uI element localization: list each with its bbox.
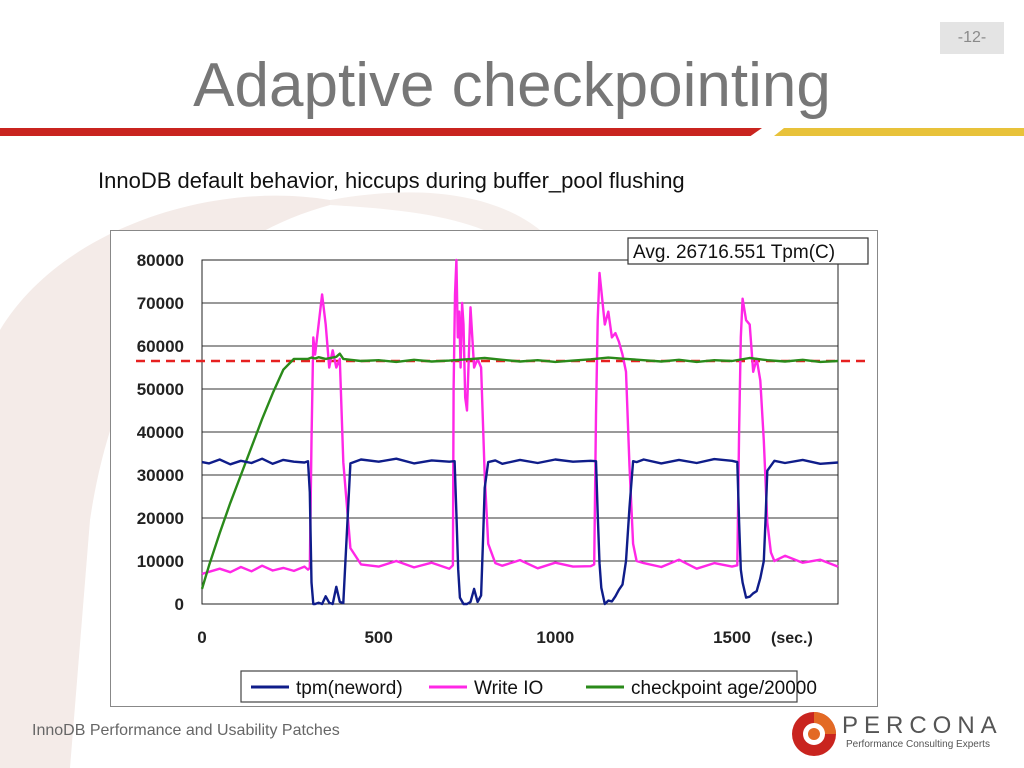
- y-tick-label: 70000: [137, 294, 184, 313]
- annotation-text: Avg. 26716.551 Tpm(C): [633, 242, 835, 263]
- y-tick-label: 10000: [137, 552, 184, 571]
- x-tick-label: 0: [197, 628, 206, 647]
- page-number: -12-: [940, 22, 1004, 54]
- series-line-tpm-neword: [201, 457, 839, 606]
- brand-tagline: Performance Consulting Experts: [846, 739, 990, 750]
- brand-name: PERCONA: [842, 712, 1003, 739]
- x-tick-label: 500: [364, 628, 392, 647]
- line-chart: 0100002000030000400005000060000700008000…: [136, 237, 869, 703]
- slide-subtitle: InnoDB default behavior, hiccups during …: [98, 168, 685, 193]
- series-line-write-io: [201, 258, 839, 576]
- series-line-checkpoint-age-20000: [200, 352, 839, 590]
- title-rule-yellow: [774, 128, 1024, 136]
- annotation-box: Avg. 26716.551 Tpm(C): [627, 237, 869, 265]
- brand-logo: PERCONA Performance Consulting Experts: [792, 710, 1012, 758]
- plot-area-border: [201, 259, 839, 605]
- percona-logo-icon: [792, 712, 836, 756]
- legend-label: tpm(neword): [296, 678, 403, 699]
- y-tick-label: 30000: [137, 466, 184, 485]
- x-tick-labels: 0 500 1000 1500: [197, 628, 751, 647]
- x-axis-label: (sec.): [771, 630, 813, 647]
- slide-title: Adaptive checkpointing: [193, 51, 831, 120]
- y-tick-label: 60000: [137, 337, 184, 356]
- legend-label: Write IO: [474, 678, 543, 699]
- y-tick-label: 50000: [137, 380, 184, 399]
- y-tick-label: 80000: [137, 251, 184, 270]
- y-tick-label: 0: [175, 595, 184, 614]
- y-tick-label: 40000: [137, 423, 184, 442]
- x-tick-label: 1000: [536, 628, 574, 647]
- chart-series: [136, 258, 868, 606]
- title-rule-red: [0, 128, 762, 136]
- legend-box: [240, 670, 798, 703]
- y-tick-label: 20000: [137, 509, 184, 528]
- chart-legend: tpm(neword) Write IO checkpoint age/20000: [240, 670, 817, 703]
- x-tick-label: 1500: [713, 628, 751, 647]
- footer-text: InnoDB Performance and Usability Patches: [32, 722, 340, 739]
- y-tick-labels: 0 10000 20000 30000 40000 50000 60000 70000 8000…: [137, 251, 184, 614]
- legend-label: checkpoint age/20000: [631, 678, 817, 699]
- chart-frame: 0 10000 20000 30000 40000 50000 60000 70000 8000…: [110, 230, 878, 707]
